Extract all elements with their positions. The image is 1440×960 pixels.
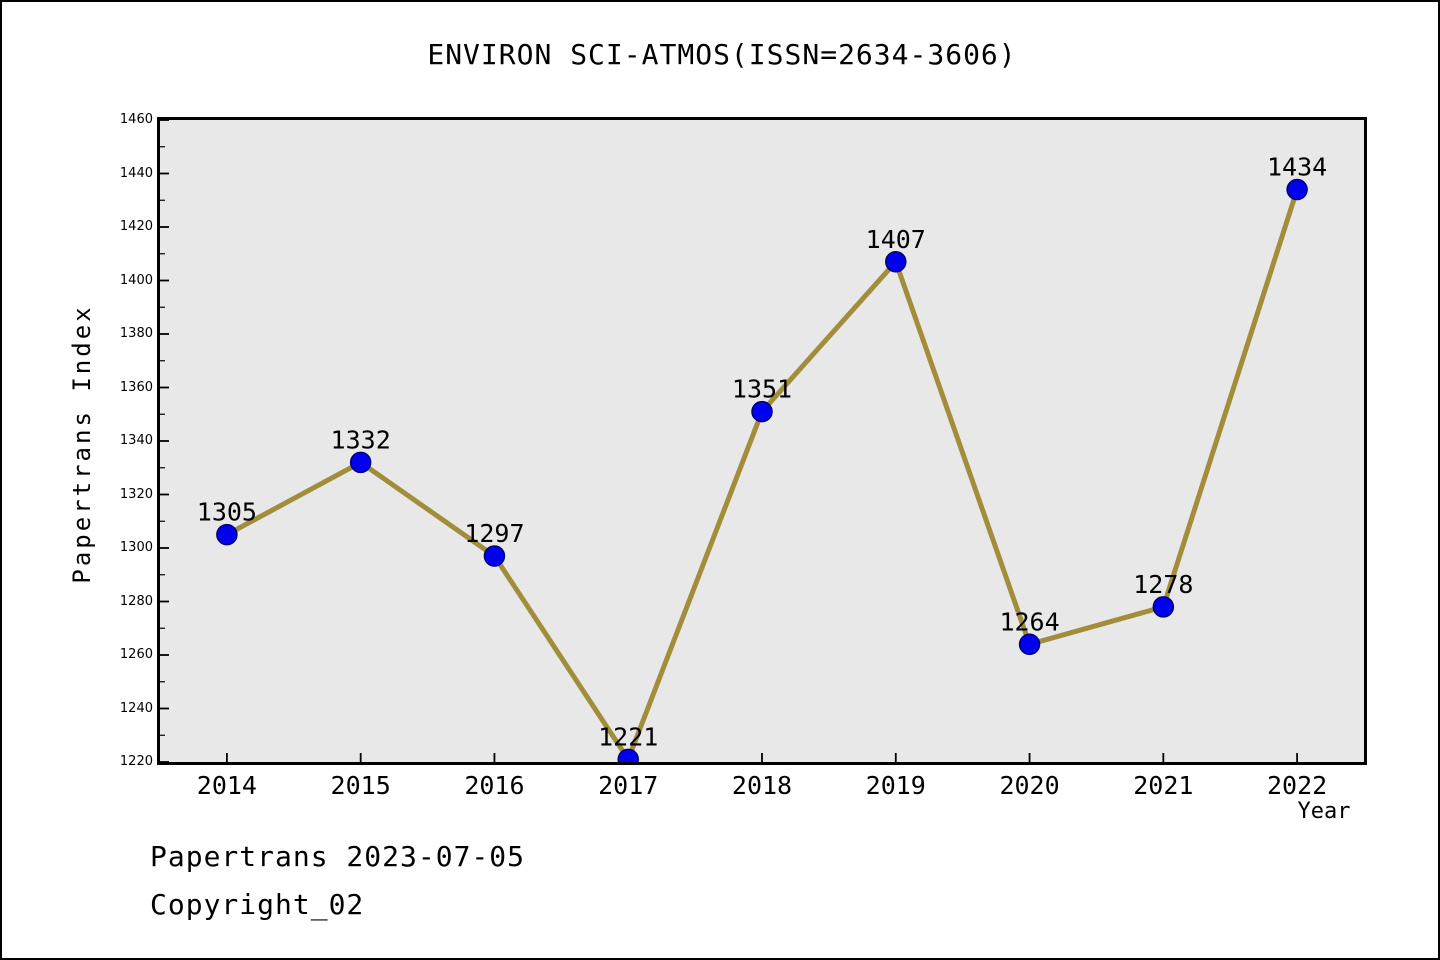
x-tick-label: 2019 bbox=[865, 771, 926, 800]
chart-title: ENVIRON SCI-ATMOS(ISSN=2634-3606) bbox=[427, 38, 1017, 71]
x-tick-label: 2018 bbox=[731, 771, 793, 800]
y-tick-label: 1340 bbox=[119, 433, 153, 448]
x-axis-label: Year bbox=[1297, 799, 1351, 824]
data-point-label: 1332 bbox=[331, 425, 391, 454]
y-tick-label: 1320 bbox=[119, 486, 153, 502]
data-point-marker bbox=[617, 748, 639, 762]
y-tick-label: 1220 bbox=[119, 754, 153, 769]
y-tick-label: 1260 bbox=[119, 647, 153, 662]
y-tick-label: 1420 bbox=[119, 219, 153, 234]
data-point-label: 1221 bbox=[598, 722, 658, 751]
x-tick-label: 2021 bbox=[1133, 771, 1194, 800]
x-tick-label: 2016 bbox=[464, 771, 525, 800]
data-point-marker bbox=[885, 251, 907, 273]
y-tick-label: 1400 bbox=[119, 272, 153, 288]
data-point-label: 1305 bbox=[197, 498, 257, 527]
y-tick-label: 1380 bbox=[119, 326, 153, 341]
x-tick-label: 2014 bbox=[196, 771, 257, 800]
data-point-label: 1407 bbox=[866, 225, 926, 254]
data-point-label: 1434 bbox=[1267, 153, 1327, 182]
data-point-label: 1297 bbox=[464, 519, 524, 548]
data-point-marker bbox=[1018, 633, 1041, 656]
y-tick-label: 1280 bbox=[119, 593, 153, 609]
y-tick-label: 1440 bbox=[119, 165, 153, 181]
x-tick-label: 2020 bbox=[999, 771, 1060, 800]
data-point-marker bbox=[1152, 596, 1175, 618]
y-tick-label: 1240 bbox=[119, 700, 153, 716]
data-point-label: 1264 bbox=[999, 607, 1059, 636]
data-line bbox=[224, 187, 1300, 762]
x-tick-label: 2015 bbox=[330, 771, 391, 800]
y-axis-label: Papertrans Index bbox=[68, 304, 96, 584]
data-point-marker bbox=[349, 451, 372, 474]
footer-watermark: Papertrans 2023-07-05 bbox=[150, 840, 526, 873]
y-tick-label: 1360 bbox=[119, 379, 153, 395]
x-tick-label: 2017 bbox=[598, 771, 659, 800]
data-point-marker bbox=[216, 523, 238, 546]
data-point-marker bbox=[483, 545, 506, 567]
data-point-marker bbox=[751, 400, 773, 423]
x-tick-label: 2022 bbox=[1267, 771, 1328, 800]
data-point-marker bbox=[1286, 178, 1308, 201]
line-chart: 1305 1332 1297 1221 1351 1407 1264 1278 1434 bbox=[160, 120, 1327, 762]
data-point-label: 1278 bbox=[1133, 570, 1193, 599]
footer-copyright: Copyright_02 bbox=[150, 888, 365, 921]
plot-area: 1305 1332 1297 1221 1351 1407 1264 1278 1434 bbox=[157, 117, 1367, 765]
y-tick-label: 1460 bbox=[119, 112, 153, 127]
y-tick-label: 1300 bbox=[119, 540, 153, 555]
data-point-label: 1351 bbox=[732, 375, 792, 404]
